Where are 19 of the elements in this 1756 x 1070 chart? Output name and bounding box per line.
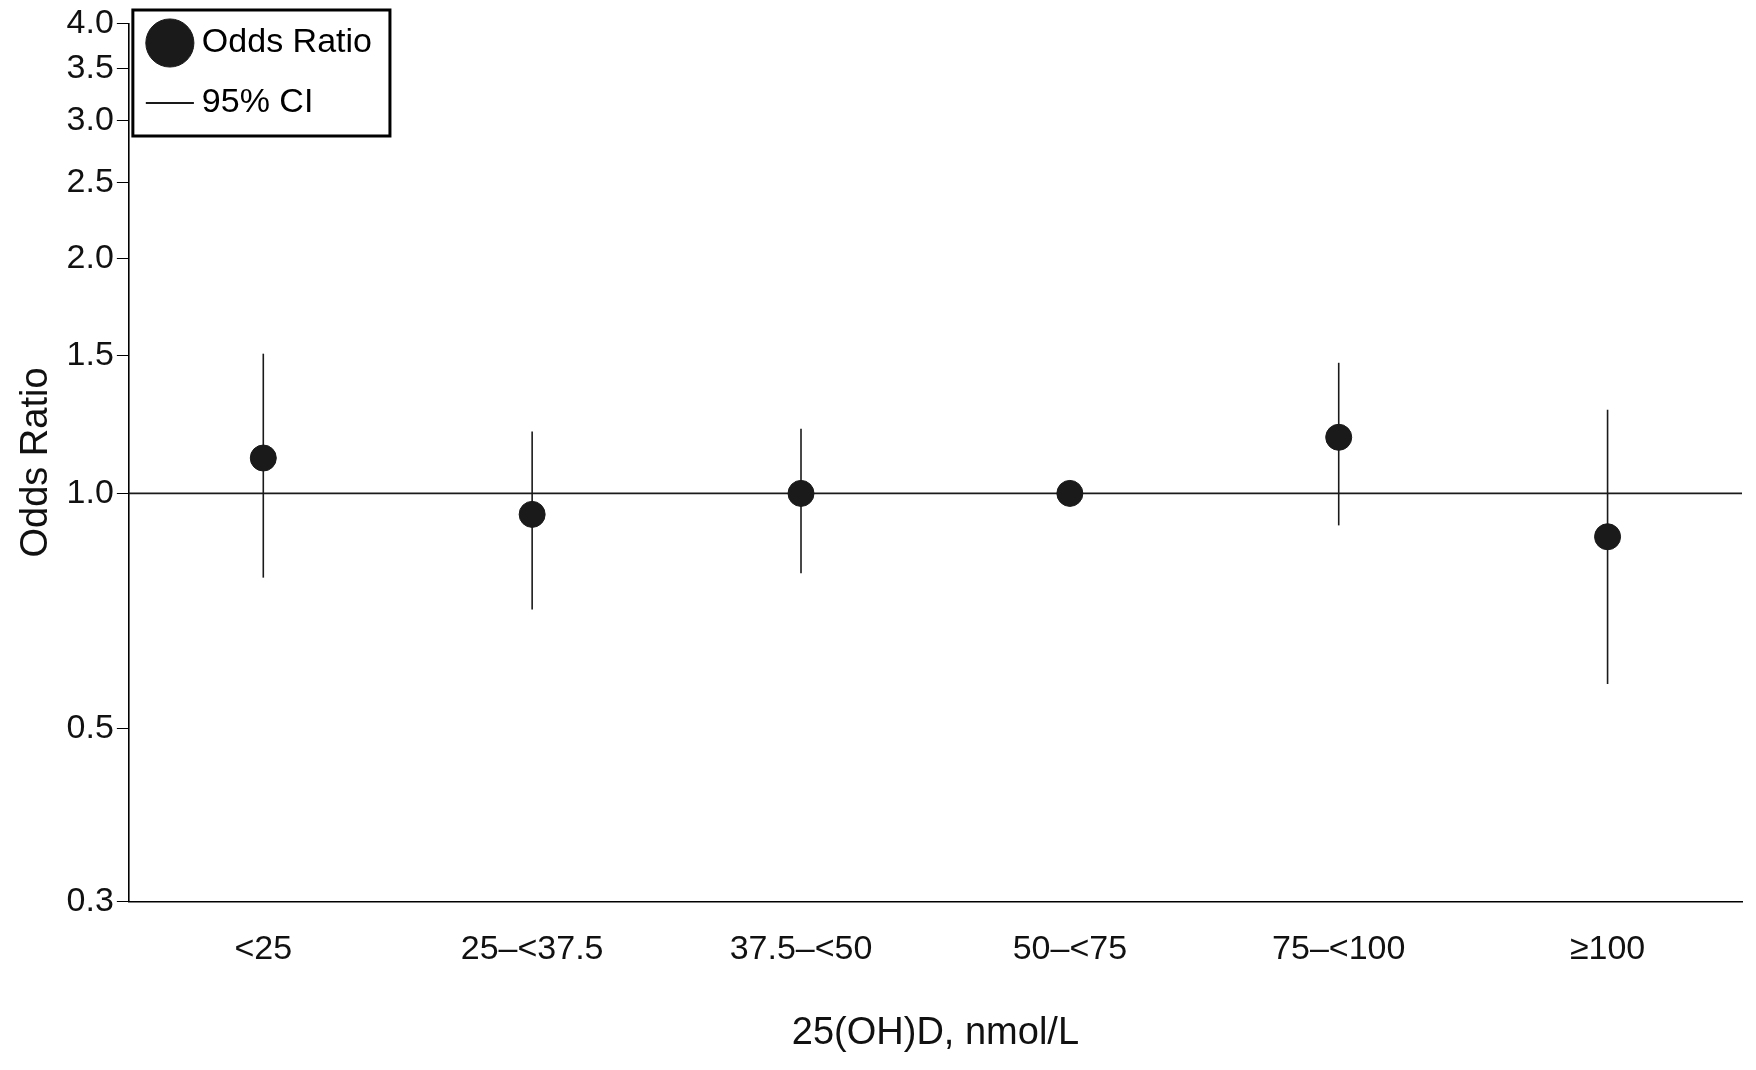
legend-label: Odds Ratio bbox=[201, 21, 372, 60]
y-tick-label: 0.5 bbox=[66, 706, 114, 745]
y-tick-label: 1.0 bbox=[66, 471, 114, 510]
y-tick-label: 0.3 bbox=[66, 879, 114, 918]
y-tick-label: 3.0 bbox=[66, 99, 114, 138]
x-tick-label: 37.5–<50 bbox=[729, 928, 873, 967]
y-tick-label: 1.5 bbox=[66, 334, 114, 373]
x-tick-label: ≥100 bbox=[1569, 928, 1646, 967]
x-tick-label: 75–<100 bbox=[1272, 928, 1406, 967]
legend-label: 95% CI bbox=[201, 81, 314, 120]
y-tick-label: 4.0 bbox=[66, 1, 114, 40]
y-tick-label: 2.5 bbox=[66, 161, 114, 200]
y-tick-label: 2.0 bbox=[66, 236, 114, 275]
x-tick-label: 50–<75 bbox=[1012, 928, 1128, 967]
x-tick-label: 25–<37.5 bbox=[460, 928, 604, 967]
y-axis-title: Odds Ratio bbox=[13, 367, 56, 558]
y-tick-label: 3.5 bbox=[66, 47, 114, 86]
x-tick-label: <25 bbox=[234, 928, 293, 967]
x-axis-title: 25(OH)D, nmol/L bbox=[791, 1009, 1080, 1052]
